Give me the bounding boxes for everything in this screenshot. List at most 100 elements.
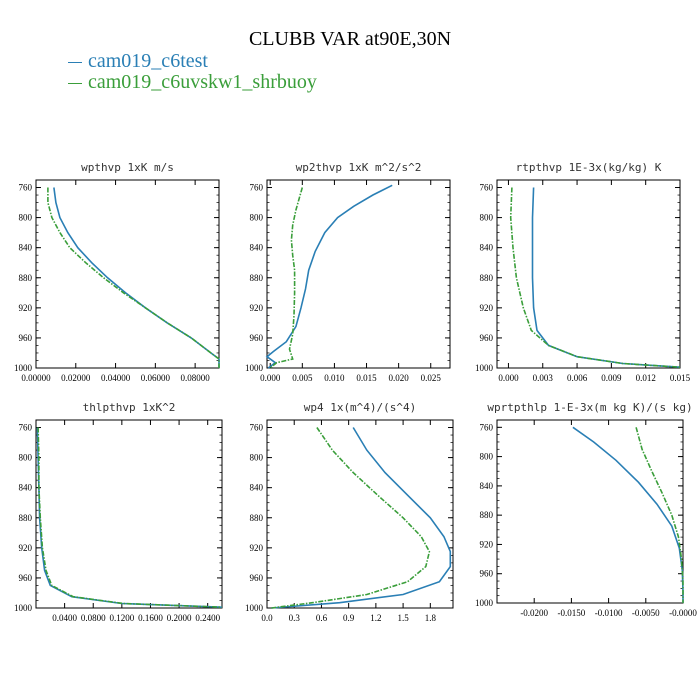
x-tick-label: 0.3 <box>289 613 301 623</box>
plot-frame <box>35 179 220 369</box>
x-tick-label: 0.006 <box>567 373 588 383</box>
x-tick-label: 0.0800 <box>81 613 106 623</box>
series-line-1 <box>572 426 684 603</box>
series-line-2 <box>37 427 223 608</box>
x-tick-label: 0.012 <box>636 373 656 383</box>
x-tick-label: 0.000 <box>498 373 519 383</box>
x-tick-label: 0.0400 <box>52 613 77 623</box>
y-tick-label: 760 <box>480 183 494 193</box>
y-tick-label: 880 <box>480 510 494 520</box>
x-tick-label: 0.003 <box>533 373 554 383</box>
series-line-2 <box>635 427 684 603</box>
x-tick-label: -0.0050 <box>632 608 660 618</box>
legend-entry-2: cam019_c6uvskw1_shrbuoy <box>68 71 317 94</box>
x-tick-label: 0.025 <box>421 373 442 383</box>
panel-6: wprtpthlp 1-E-3x(m kg K)/(s kg) 760 800 840… <box>475 401 697 618</box>
y-tick-label: 840 <box>480 243 494 253</box>
y-tick-label: 960 <box>480 333 494 343</box>
series-line-1 <box>265 184 393 369</box>
legend-line-2 <box>68 82 82 84</box>
plot-frame <box>496 419 684 604</box>
series-line-2 <box>47 187 220 368</box>
y-tick-label: 760 <box>250 183 264 193</box>
panel-title: wprtpthlp 1-E-3x(m kg K)/(s kg) <box>487 401 692 414</box>
y-tick-label: 920 <box>480 303 494 313</box>
y-tick-label: 880 <box>250 513 264 523</box>
figure-title: CLUBB VAR at90E,30N <box>248 28 452 50</box>
legend-label-1: cam019_c6test <box>88 50 208 72</box>
x-tick-label: -0.0000 <box>669 608 697 618</box>
x-tick-label: 0.015 <box>670 373 691 383</box>
series-line-2 <box>509 187 681 368</box>
y-tick-label: 840 <box>480 481 494 491</box>
panel-title: thlpthvp 1xK^2 <box>83 401 176 414</box>
x-tick-label: 0.08000 <box>181 373 211 383</box>
y-tick-label: 1000 <box>245 603 264 613</box>
y-tick-label: 760 <box>480 422 494 432</box>
y-tick-label: 800 <box>250 213 264 223</box>
y-tick-label: 1000 <box>245 363 264 373</box>
y-tick-label: 960 <box>480 569 494 579</box>
x-tick-label: 1.5 <box>397 613 409 623</box>
y-tick-label: 880 <box>19 513 33 523</box>
legend-entry-1: cam019_c6test <box>68 50 208 73</box>
legend-label-2: cam019_c6uvskw1_shrbuoy <box>88 71 317 93</box>
x-tick-label: 0.02000 <box>61 373 91 383</box>
panel-title: rtpthvp 1E-3x(kg/kg) K <box>516 161 662 174</box>
x-tick-label: 0.005 <box>292 373 313 383</box>
y-tick-label: 1000 <box>14 363 33 373</box>
x-tick-label: 1.8 <box>425 613 437 623</box>
panel-title: wp4 1x(m^4)/(s^4) <box>304 401 417 414</box>
y-tick-label: 760 <box>250 423 264 433</box>
x-tick-label: 0.9 <box>343 613 355 623</box>
y-tick-label: 800 <box>19 453 33 463</box>
y-tick-label: 920 <box>19 303 33 313</box>
y-tick-label: 960 <box>250 333 264 343</box>
x-tick-label: -0.0150 <box>558 608 586 618</box>
y-tick-label: 920 <box>19 543 33 553</box>
y-tick-label: 920 <box>250 543 264 553</box>
x-tick-label: 0.1600 <box>138 613 163 623</box>
y-tick-label: 840 <box>19 243 33 253</box>
y-tick-label: 880 <box>480 273 494 283</box>
y-tick-label: 840 <box>19 483 33 493</box>
y-tick-label: 1000 <box>475 598 494 608</box>
x-tick-label: 0.04000 <box>101 373 131 383</box>
y-tick-label: 880 <box>19 273 33 283</box>
panel-title: wp2thvp 1xK m^2/s^2 <box>296 161 422 174</box>
series-line-1 <box>36 427 223 608</box>
panel-title: wpthvp 1xK m/s <box>81 161 174 174</box>
series-line-1 <box>531 187 681 368</box>
x-tick-label: -0.0100 <box>595 608 623 618</box>
plot-frame <box>496 179 681 369</box>
x-tick-label: 0.009 <box>601 373 622 383</box>
x-tick-label: 0.06000 <box>141 373 171 383</box>
x-tick-label: 0.2400 <box>195 613 220 623</box>
series-line-2 <box>269 187 304 369</box>
series-line-1 <box>271 427 452 609</box>
x-tick-label: 0.6 <box>316 613 328 623</box>
plot-frame <box>35 419 223 609</box>
y-tick-label: 920 <box>480 539 494 549</box>
x-tick-label: 0.015 <box>356 373 377 383</box>
y-tick-label: 960 <box>250 573 264 583</box>
y-tick-label: 1000 <box>14 603 33 613</box>
y-tick-label: 760 <box>19 423 33 433</box>
y-tick-label: 800 <box>250 453 264 463</box>
plot-frame <box>266 419 454 609</box>
y-tick-label: 760 <box>19 183 33 193</box>
panel-3: rtpthvp 1E-3x(kg/kg) K 760 800 840 880 920 960… <box>475 161 691 383</box>
legend-line-1 <box>68 61 82 63</box>
y-tick-label: 800 <box>480 213 494 223</box>
y-tick-label: 800 <box>480 452 494 462</box>
x-tick-label: 1.2 <box>370 613 381 623</box>
panel-2: wp2thvp 1xK m^2/s^2 760 800 840 880 920 960 100… <box>245 161 451 383</box>
y-tick-label: 920 <box>250 303 264 313</box>
panel-5: wp4 1x(m^4)/(s^4)76080084088092096010000… <box>245 401 454 623</box>
x-tick-label: 0.1200 <box>109 613 134 623</box>
x-tick-label: -0.0200 <box>520 608 548 618</box>
series-line-2 <box>271 427 431 609</box>
x-tick-label: 0.020 <box>389 373 410 383</box>
x-tick-label: 0.0 <box>261 613 273 623</box>
